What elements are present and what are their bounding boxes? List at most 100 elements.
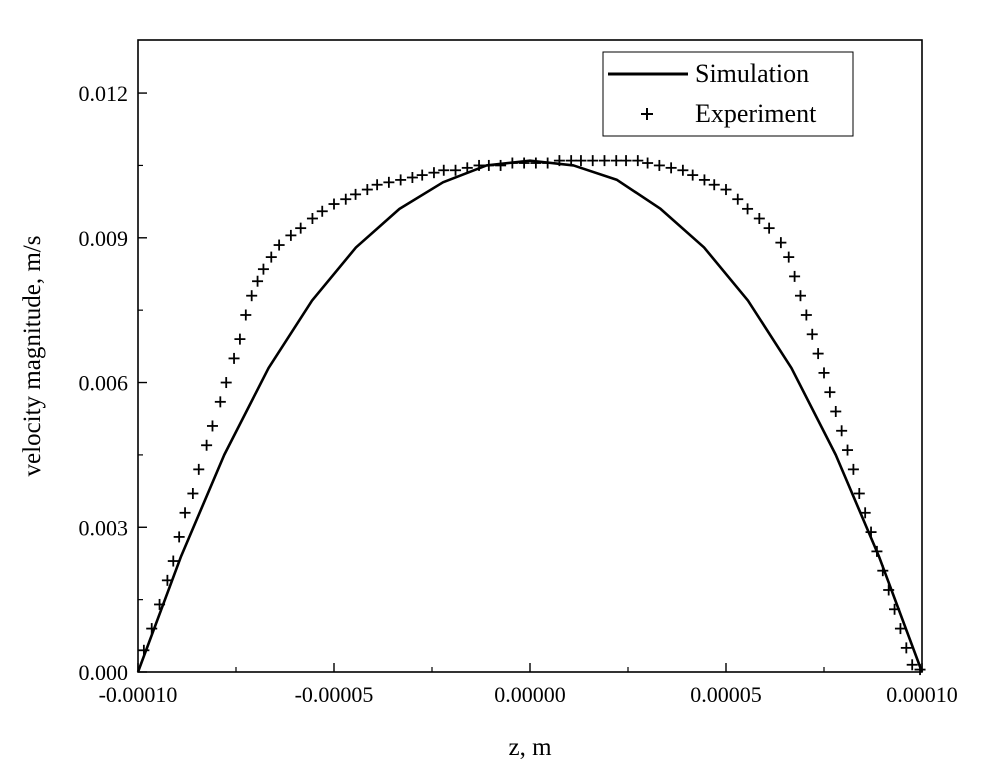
legend-simulation-label: Simulation bbox=[695, 59, 809, 88]
experiment-point bbox=[257, 263, 269, 275]
experiment-point bbox=[698, 174, 710, 186]
experiment-point bbox=[830, 405, 842, 417]
experiment-point bbox=[173, 531, 185, 543]
experiment-point bbox=[206, 420, 218, 432]
experiment-point bbox=[340, 193, 352, 205]
experiment-point bbox=[789, 270, 801, 282]
experiment-point bbox=[220, 377, 232, 389]
experiment-point bbox=[450, 164, 462, 176]
experiment-point bbox=[565, 155, 577, 167]
experiment-point bbox=[265, 251, 277, 263]
experiment-point bbox=[642, 157, 654, 169]
experiment-point bbox=[438, 164, 450, 176]
experiment-point bbox=[610, 155, 622, 167]
experiment-point bbox=[406, 171, 418, 183]
experiment-point bbox=[800, 309, 812, 321]
experiment-point bbox=[285, 229, 297, 241]
experiment-point bbox=[865, 526, 877, 538]
series-layer bbox=[136, 155, 926, 676]
experiment-point bbox=[783, 251, 795, 263]
experiment-point bbox=[708, 179, 720, 191]
experiment-point bbox=[328, 198, 340, 210]
experiment-point bbox=[836, 425, 848, 437]
experiment-point bbox=[146, 623, 158, 635]
experiment-point bbox=[228, 352, 240, 364]
experiment-point bbox=[753, 213, 765, 225]
experiment-point bbox=[461, 162, 473, 174]
experiment-point bbox=[201, 439, 213, 451]
experiment-point bbox=[847, 463, 859, 475]
experiment-point bbox=[687, 169, 699, 181]
x-tick-label: 0.00005 bbox=[690, 682, 762, 707]
experiment-point bbox=[214, 396, 226, 408]
experiment-point bbox=[252, 275, 264, 287]
experiment-point bbox=[824, 386, 836, 398]
experiment-point bbox=[889, 603, 901, 615]
experiment-point bbox=[677, 164, 689, 176]
y-tick-label: 0.009 bbox=[79, 226, 129, 251]
experiment-point bbox=[906, 659, 918, 671]
y-tick-label: 0.012 bbox=[79, 81, 129, 106]
experiment-point bbox=[530, 157, 542, 169]
legend: Simulation Experiment bbox=[602, 51, 854, 137]
experiment-point bbox=[859, 507, 871, 519]
experiment-point bbox=[883, 584, 895, 596]
experiment-point bbox=[167, 555, 179, 567]
experiment-point bbox=[483, 159, 495, 171]
experiment-point bbox=[598, 155, 610, 167]
experiment-point bbox=[542, 157, 554, 169]
experiment-point bbox=[877, 565, 889, 577]
experiment-point bbox=[316, 205, 328, 217]
legend-experiment-marker bbox=[641, 108, 653, 120]
x-tick-label: 0.00010 bbox=[886, 682, 958, 707]
experiment-point bbox=[732, 193, 744, 205]
experiment-point bbox=[742, 203, 754, 215]
experiment-point bbox=[818, 367, 830, 379]
experiment-point bbox=[653, 159, 665, 171]
experiment-point bbox=[383, 176, 395, 188]
experiment-point bbox=[812, 348, 824, 360]
experiment-point bbox=[495, 159, 507, 171]
y-axis-label: velocity magnitude, m/s bbox=[19, 236, 46, 477]
experiment-point bbox=[665, 162, 677, 174]
experiment-point bbox=[575, 155, 587, 167]
experiment-point bbox=[900, 642, 912, 654]
experiment-point bbox=[914, 664, 926, 676]
experiment-point bbox=[361, 184, 373, 196]
experiment-point bbox=[894, 623, 906, 635]
experiment-point bbox=[138, 644, 150, 656]
experiment-point bbox=[428, 167, 440, 179]
experiment-point bbox=[506, 157, 518, 169]
experiment-point bbox=[632, 155, 644, 167]
experiment-point bbox=[853, 487, 865, 499]
experiment-point bbox=[553, 155, 565, 167]
experiment-point bbox=[806, 328, 818, 340]
experiment-point bbox=[720, 184, 732, 196]
x-tick-label: -0.00005 bbox=[295, 682, 374, 707]
experiment-point bbox=[350, 188, 362, 200]
experiment-point bbox=[871, 545, 883, 557]
experiment-point bbox=[240, 309, 252, 321]
experiment-point bbox=[473, 159, 485, 171]
x-tick-label: 0.00000 bbox=[494, 682, 566, 707]
legend-experiment-label: Experiment bbox=[695, 99, 817, 128]
experiment-point bbox=[620, 155, 632, 167]
y-tick-label: 0.003 bbox=[79, 515, 129, 540]
experiment-point bbox=[295, 222, 307, 234]
y-tick-label: 0.006 bbox=[79, 371, 129, 396]
experiment-point bbox=[775, 237, 787, 249]
experiment-point bbox=[794, 290, 806, 302]
experiment-point bbox=[518, 157, 530, 169]
experiment-point bbox=[161, 574, 173, 586]
experiment-point bbox=[273, 239, 285, 251]
y-axis-ticks: 0.000 0.003 0.006 0.009 0.012 bbox=[79, 81, 147, 685]
experiment-point bbox=[246, 290, 258, 302]
experiment-point bbox=[763, 222, 775, 234]
experiment-point bbox=[587, 155, 599, 167]
experiment-point bbox=[395, 174, 407, 186]
experiment-point bbox=[306, 213, 318, 225]
experiment-point bbox=[234, 333, 246, 345]
experiment-point bbox=[179, 507, 191, 519]
x-axis-ticks: -0.00010 -0.00005 0.00000 0.00005 0.00010 bbox=[99, 663, 958, 707]
